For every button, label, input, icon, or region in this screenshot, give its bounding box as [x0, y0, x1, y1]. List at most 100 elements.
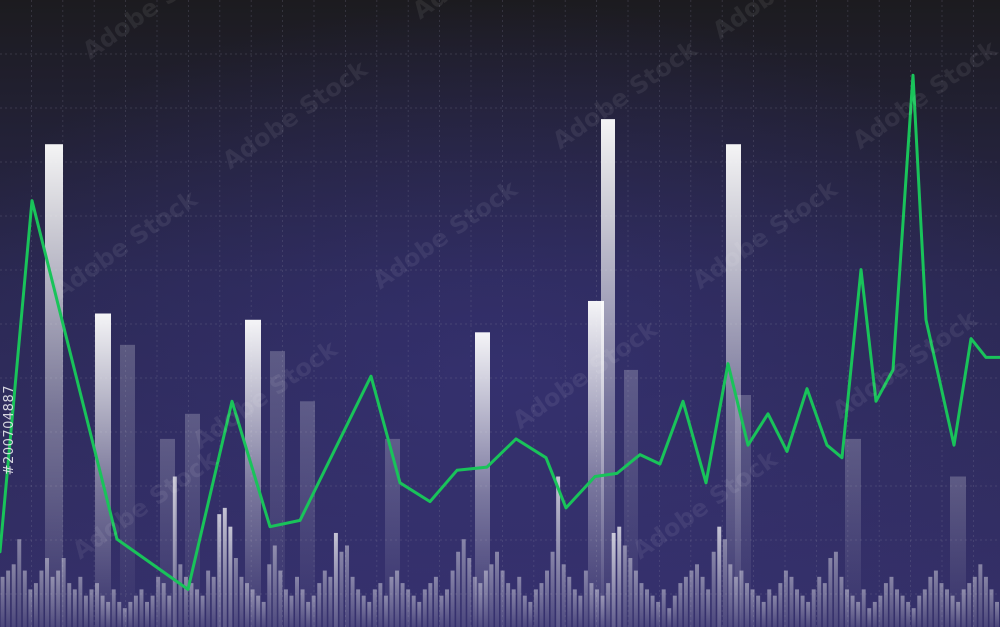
small-bar: [178, 564, 183, 627]
small-bar: [89, 589, 94, 627]
small-bar: [22, 570, 27, 627]
small-bar: [867, 608, 872, 627]
small-bar: [289, 595, 294, 627]
small-bar: [311, 595, 316, 627]
small-bar: [695, 564, 699, 627]
small-bar: [172, 476, 177, 627]
small-bar: [133, 595, 138, 627]
small-bar: [456, 551, 461, 627]
small-bar: [922, 589, 927, 627]
tall-bar: [185, 413, 200, 627]
small-bar: [528, 601, 533, 627]
small-bar: [506, 583, 511, 627]
small-bar: [211, 576, 216, 627]
small-bar: [767, 589, 772, 627]
small-bar: [489, 564, 494, 627]
watermark-id-holder: #200704887: [2, 385, 18, 485]
tall-bar: [300, 401, 315, 627]
small-bar: [950, 595, 955, 627]
small-bar: [83, 595, 88, 627]
small-bar: [395, 570, 399, 627]
small-bar: [556, 476, 561, 627]
small-bar: [322, 570, 327, 627]
small-bar: [45, 558, 49, 627]
small-bar: [806, 601, 811, 627]
small-bar: [195, 589, 199, 627]
small-bars-group: [0, 476, 999, 627]
small-bar: [200, 595, 205, 627]
small-bar: [145, 601, 149, 627]
small-bar: [167, 595, 172, 627]
small-bar: [861, 589, 866, 627]
small-bar: [295, 576, 299, 627]
small-bar: [567, 576, 572, 627]
small-bar: [256, 595, 261, 627]
small-bar: [895, 589, 899, 627]
small-bar: [595, 589, 599, 627]
small-bar: [733, 576, 738, 627]
small-bar: [0, 576, 5, 627]
small-bar: [33, 583, 38, 627]
small-bar: [345, 545, 349, 627]
small-bar: [750, 589, 755, 627]
small-bar: [911, 608, 916, 627]
small-bar: [783, 570, 788, 627]
small-bar: [983, 576, 988, 627]
small-bar: [95, 583, 99, 627]
small-bar: [650, 595, 655, 627]
small-bar: [383, 595, 388, 627]
small-bar: [906, 601, 911, 627]
small-bar: [683, 576, 688, 627]
small-bar: [228, 526, 233, 627]
small-bar: [450, 570, 455, 627]
small-bar: [878, 595, 883, 627]
small-bar: [300, 589, 305, 627]
small-bar: [233, 558, 238, 627]
small-bar: [717, 526, 722, 627]
small-bar: [217, 514, 222, 627]
small-bar: [117, 601, 122, 627]
small-bar: [272, 545, 277, 627]
small-bar: [633, 570, 638, 627]
small-bar: [572, 589, 577, 627]
small-bar: [222, 507, 227, 627]
small-bar: [67, 583, 72, 627]
small-bar: [589, 583, 594, 627]
small-bar: [72, 589, 77, 627]
small-bar: [600, 595, 605, 627]
small-bar: [700, 576, 705, 627]
small-bar: [711, 551, 716, 627]
small-bar: [495, 551, 499, 627]
small-bar: [833, 551, 838, 627]
small-bar: [517, 576, 522, 627]
small-bar: [511, 589, 516, 627]
small-bar: [283, 589, 288, 627]
tall-bar: [588, 300, 604, 627]
small-bar: [550, 551, 555, 627]
small-bar: [656, 601, 661, 627]
small-bar: [706, 589, 711, 627]
small-bar: [206, 570, 211, 627]
small-bar: [545, 570, 549, 627]
small-bar: [795, 589, 799, 627]
small-bar: [628, 558, 633, 627]
small-bar: [56, 570, 61, 627]
small-bar: [267, 564, 272, 627]
small-bar: [667, 608, 672, 627]
small-bar: [661, 589, 666, 627]
small-bar: [956, 601, 961, 627]
small-bar: [61, 558, 66, 627]
small-bar: [722, 539, 727, 627]
small-bar: [6, 570, 11, 627]
tall-bar: [45, 144, 63, 627]
small-bar: [478, 583, 483, 627]
small-bar: [28, 589, 33, 627]
tall-bar: [475, 332, 490, 627]
small-bar: [617, 526, 622, 627]
small-bar: [150, 595, 155, 627]
small-bar: [995, 601, 999, 627]
small-bar: [461, 539, 466, 627]
small-bar: [845, 589, 849, 627]
